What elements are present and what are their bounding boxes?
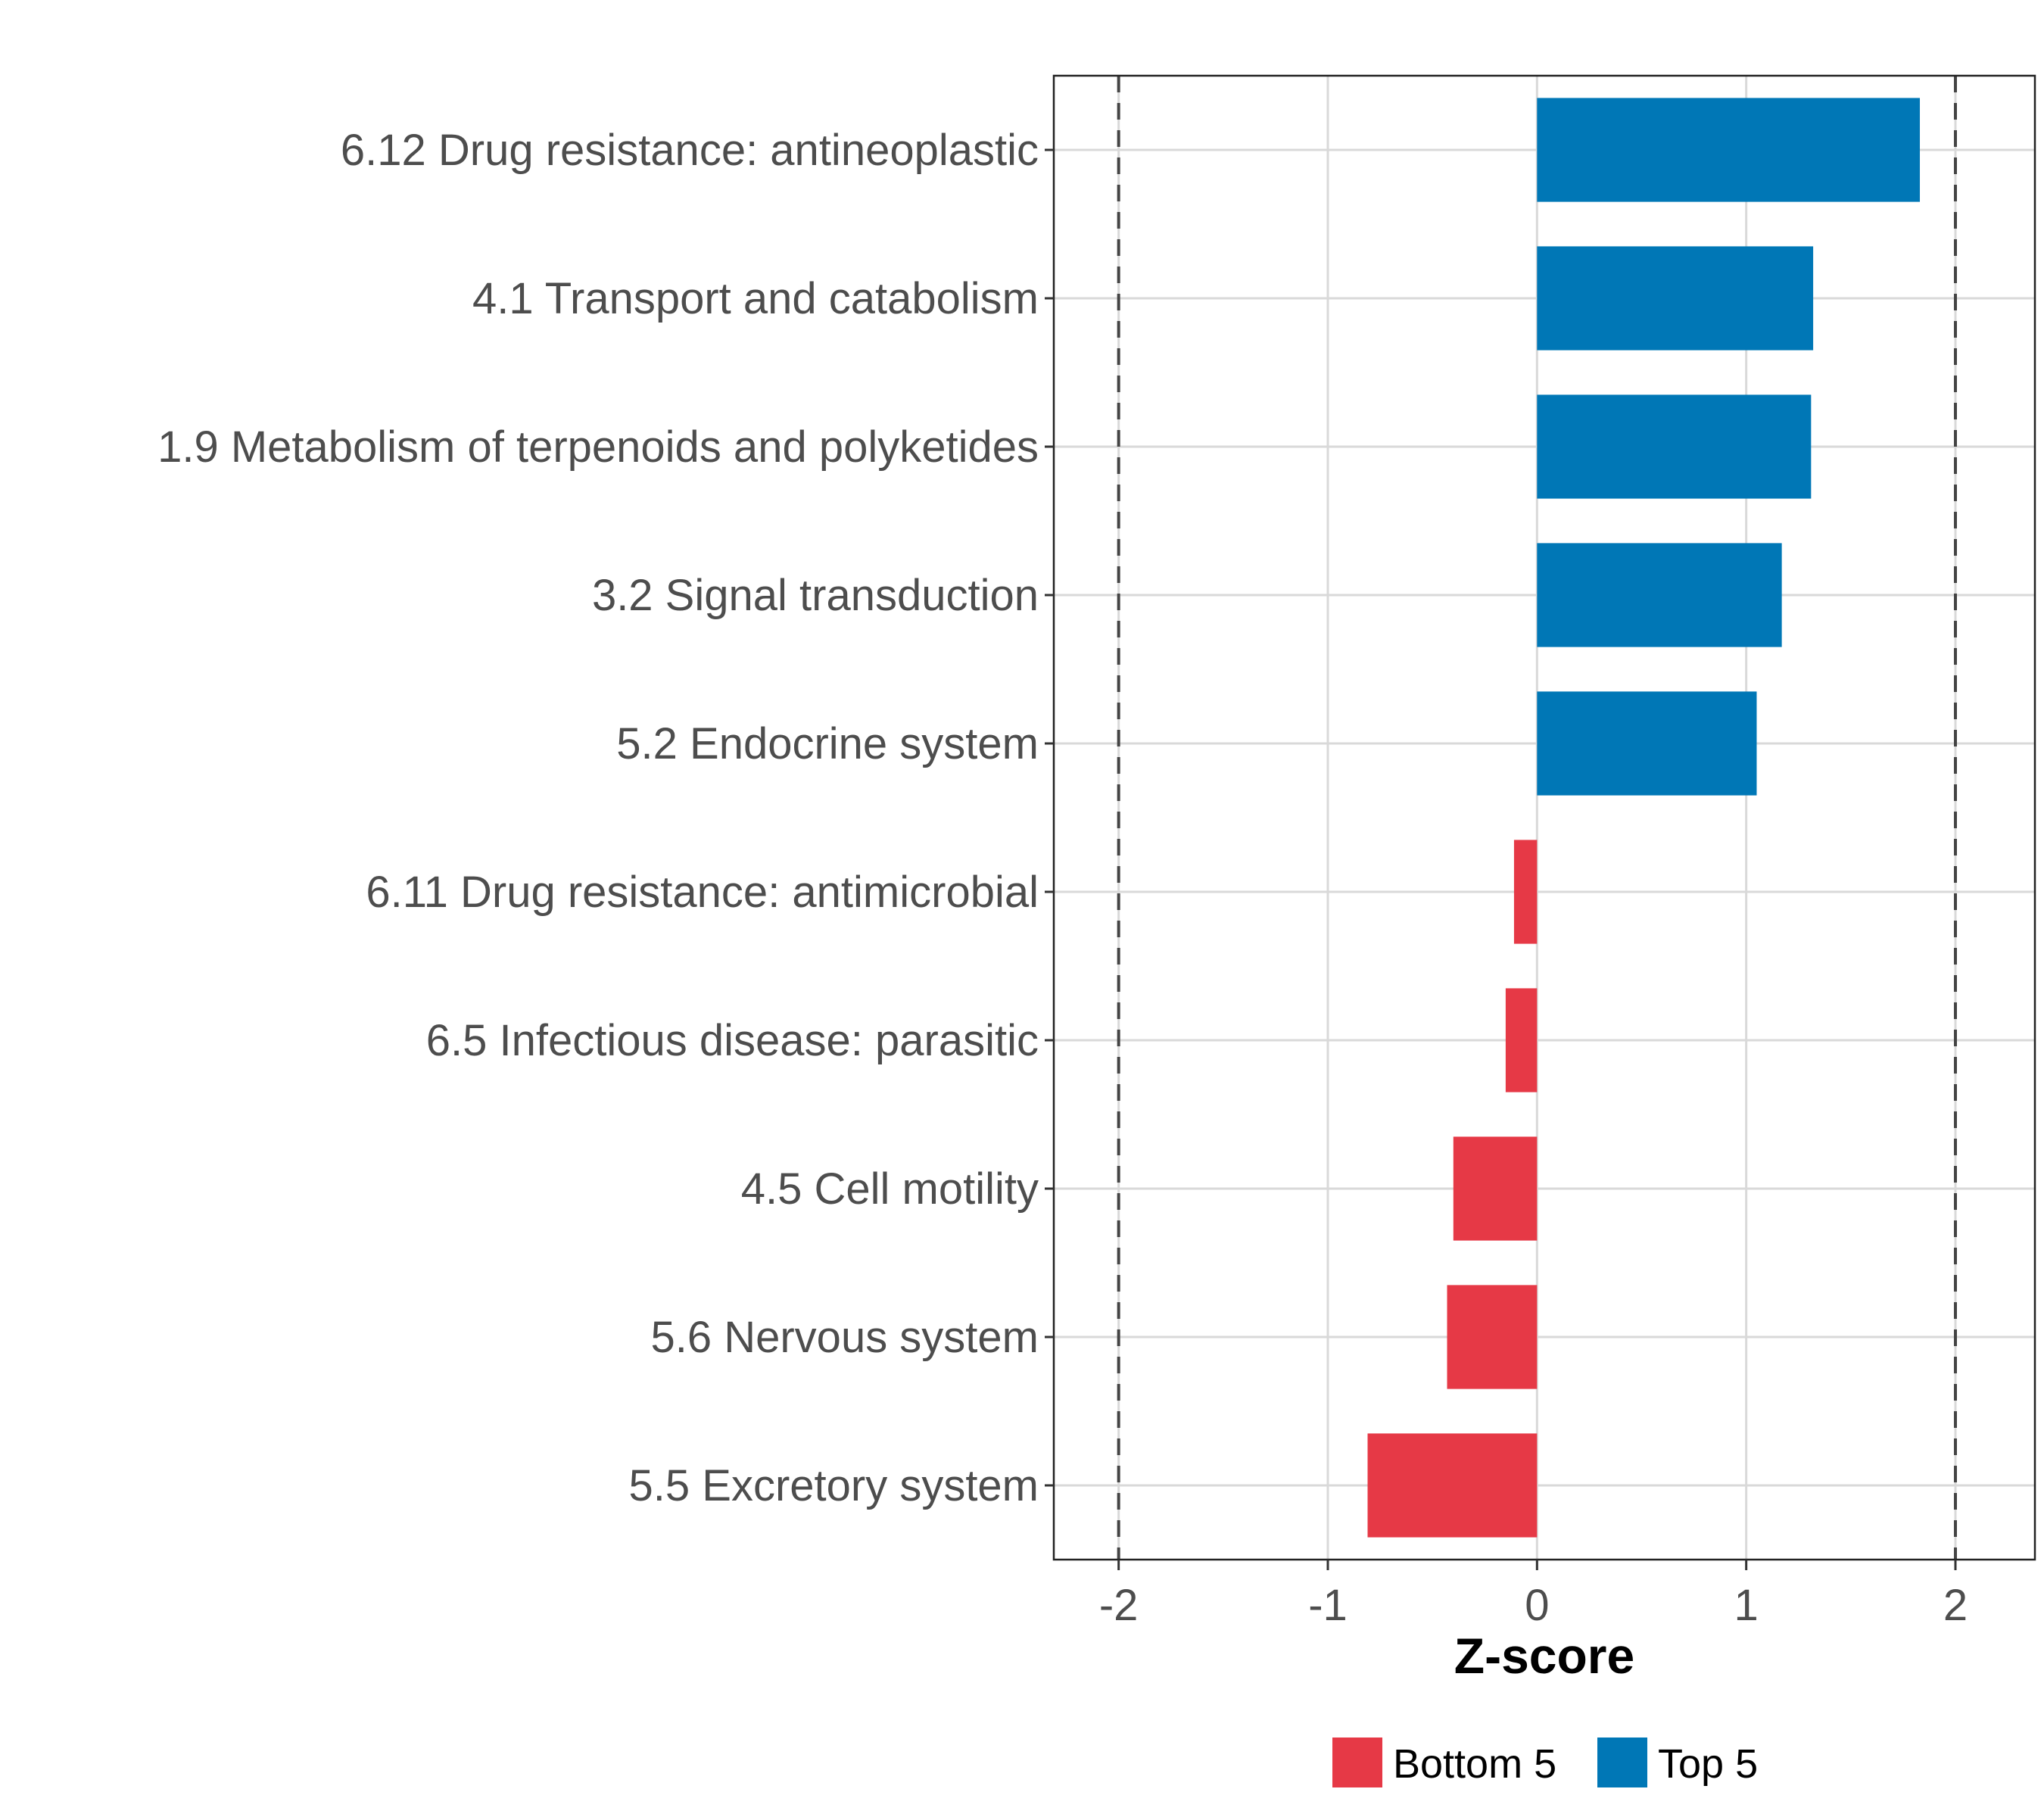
y-tick-label: 6.12 Drug resistance: antineoplastic xyxy=(341,126,1039,175)
bar xyxy=(1537,394,1812,499)
bar xyxy=(1537,246,1814,351)
y-tick-label: 1.9 Metabolism of terpenoids and polyket… xyxy=(157,422,1039,472)
y-tick-label: 4.1 Transport and catabolism xyxy=(472,274,1039,323)
bar xyxy=(1447,1285,1538,1389)
bar xyxy=(1537,98,1921,202)
x-tick-label: -1 xyxy=(1308,1581,1348,1630)
bar xyxy=(1367,1433,1538,1538)
y-tick-label: 5.5 Excretory system xyxy=(629,1461,1039,1510)
x-tick-label: 2 xyxy=(1943,1581,1968,1630)
y-axis-labels: 6.12 Drug resistance: antineoplastic 4.1 … xyxy=(157,126,1054,1510)
bar xyxy=(1513,840,1538,944)
x-tick-label: -2 xyxy=(1099,1581,1139,1630)
y-tick-label: 4.5 Cell motility xyxy=(741,1164,1039,1214)
x-tick-label: 1 xyxy=(1734,1581,1759,1630)
legend-swatch xyxy=(1332,1738,1382,1787)
x-tick-label: 0 xyxy=(1525,1581,1549,1630)
bar xyxy=(1537,691,1757,796)
legend-label: Top 5 xyxy=(1658,1741,1758,1787)
y-tick-label: 6.5 Infectious disease: parasitic xyxy=(426,1016,1039,1065)
y-tick-label: 5.2 Endocrine system xyxy=(616,719,1039,768)
bars xyxy=(1367,98,1921,1538)
plot-panel-border xyxy=(1052,74,2036,1561)
legend-swatch xyxy=(1597,1738,1647,1787)
reference-lines xyxy=(1117,76,1957,1560)
legend-label: Bottom 5 xyxy=(1393,1741,1556,1787)
y-tick-label: 3.2 Signal transduction xyxy=(592,571,1039,620)
y-tick-label: 5.6 Nervous system xyxy=(650,1313,1039,1362)
x-axis-ticks: -2 -1 0 1 2 xyxy=(1099,1560,1968,1630)
bar xyxy=(1453,1136,1538,1241)
legend: Bottom 5 Top 5 xyxy=(1332,1738,1758,1787)
bar xyxy=(1537,543,1782,647)
y-tick-label: 6.11 Drug resistance: antimicrobial xyxy=(366,868,1039,917)
x-axis-title: Z-score xyxy=(1454,1628,1634,1684)
bar xyxy=(1505,988,1538,1092)
